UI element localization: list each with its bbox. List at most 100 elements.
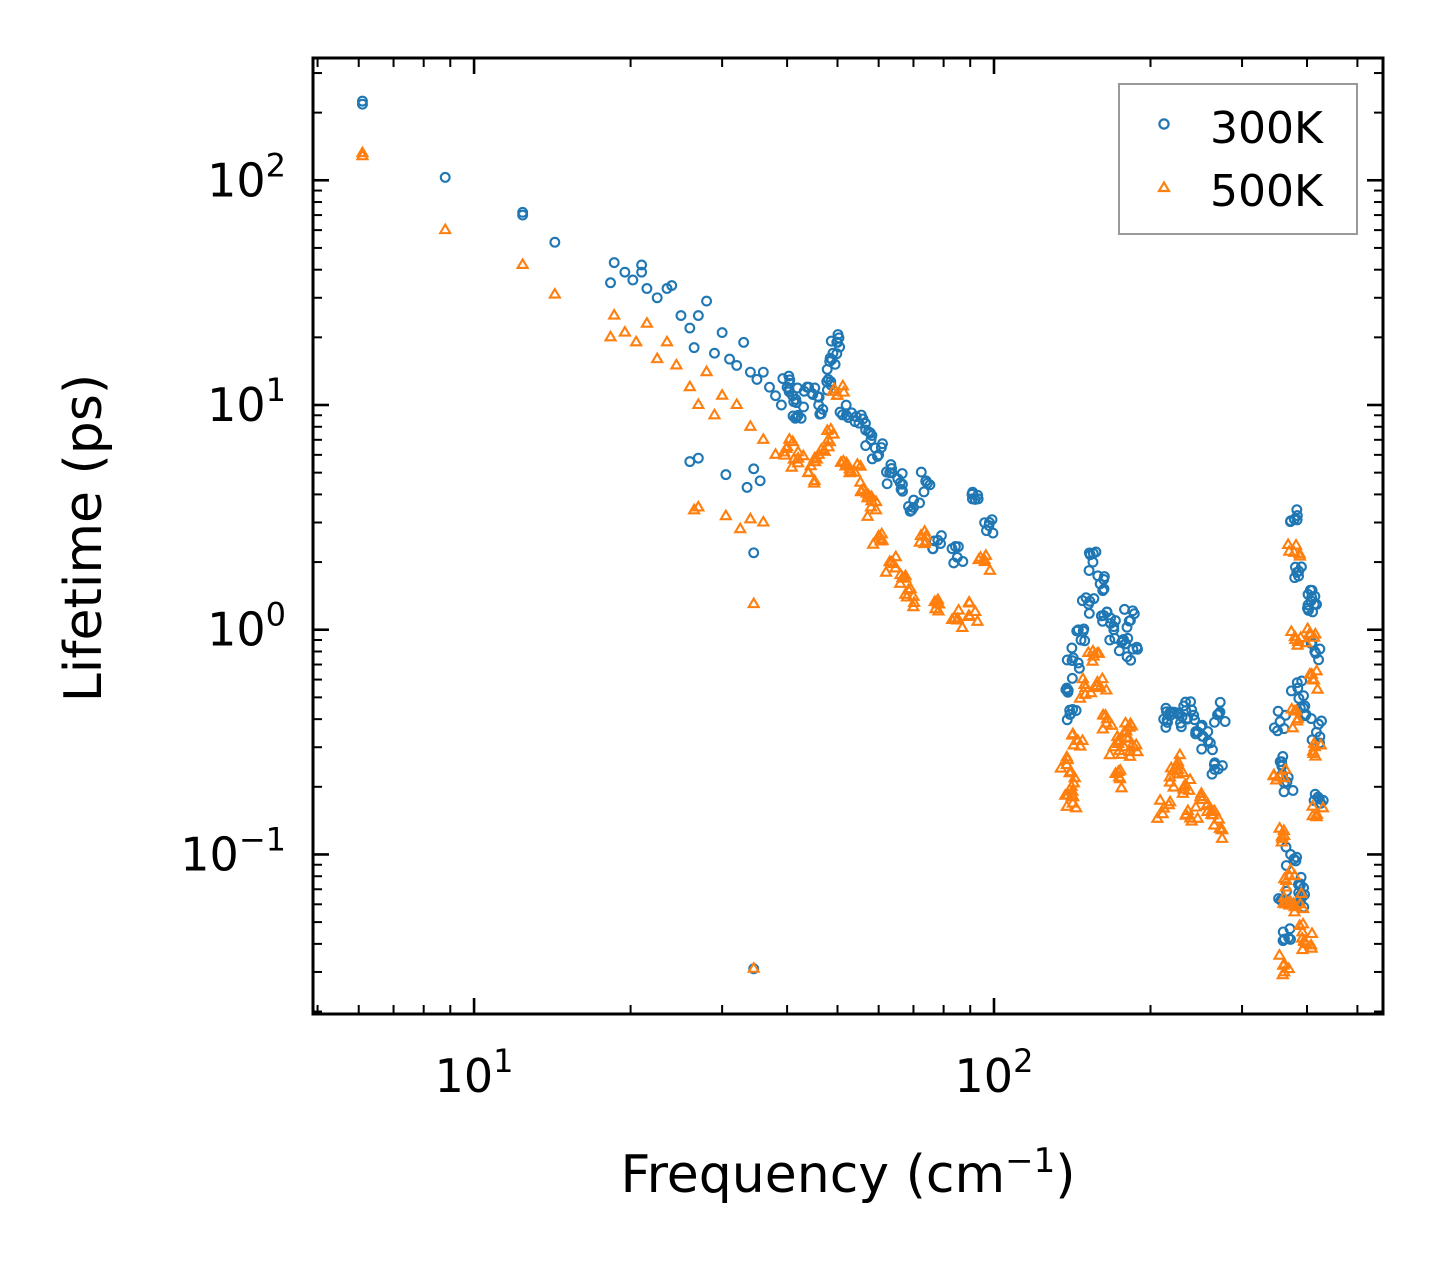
point-300k bbox=[877, 438, 888, 450]
point-300k bbox=[675, 310, 687, 322]
point-300k bbox=[813, 391, 825, 403]
y-tick-label: 101 bbox=[207, 371, 286, 432]
point-300k bbox=[849, 416, 861, 428]
point-500k bbox=[1078, 687, 1093, 699]
point-500k bbox=[853, 459, 868, 471]
point-500k bbox=[746, 596, 761, 609]
point-500k bbox=[907, 595, 921, 608]
point-500k bbox=[1266, 768, 1281, 781]
point-500k bbox=[917, 524, 932, 536]
point-500k bbox=[1307, 672, 1321, 685]
point-300k bbox=[952, 541, 964, 553]
point-500k bbox=[1123, 749, 1137, 761]
y-tick-labels: 10−1 100 101 102 bbox=[180, 146, 286, 881]
point-500k bbox=[971, 552, 986, 565]
point-500k bbox=[1316, 800, 1330, 813]
point-500k bbox=[1211, 811, 1226, 824]
point-500k bbox=[640, 316, 654, 328]
point-500k bbox=[869, 502, 883, 515]
point-500k bbox=[961, 608, 976, 621]
point-300k bbox=[627, 274, 639, 286]
point-500k bbox=[355, 145, 370, 158]
point-500k bbox=[719, 508, 733, 521]
point-500k bbox=[791, 444, 805, 457]
point-500k bbox=[827, 381, 842, 394]
point-500k bbox=[1279, 879, 1293, 892]
point-300k bbox=[886, 467, 898, 479]
point-300k bbox=[1313, 793, 1325, 805]
point-300k bbox=[1207, 744, 1218, 756]
point-300k bbox=[855, 409, 867, 421]
point-300k bbox=[1208, 716, 1220, 728]
point-300k bbox=[1076, 595, 1088, 607]
point-500k bbox=[691, 397, 706, 410]
point-500k bbox=[860, 509, 875, 521]
point-300k bbox=[791, 411, 803, 423]
point-300k bbox=[1095, 610, 1107, 622]
point-300k bbox=[1291, 851, 1303, 863]
point-300k bbox=[1313, 654, 1325, 666]
point-500k bbox=[1117, 739, 1132, 752]
point-500k bbox=[1281, 961, 1296, 974]
point-300k bbox=[1073, 662, 1085, 674]
point-300k bbox=[1285, 685, 1297, 697]
point-300k bbox=[788, 396, 800, 408]
point-500k bbox=[707, 407, 722, 420]
point-300k bbox=[1297, 702, 1309, 714]
point-300k bbox=[1066, 642, 1078, 654]
point-500k bbox=[1069, 800, 1084, 813]
point-300k bbox=[748, 463, 760, 475]
point-500k bbox=[1282, 544, 1297, 556]
point-500k bbox=[784, 460, 799, 472]
point-300k bbox=[692, 310, 704, 322]
point-500k bbox=[918, 534, 933, 546]
point-300k bbox=[798, 401, 810, 413]
point-500k bbox=[1092, 646, 1106, 658]
point-300k bbox=[517, 209, 529, 221]
point-300k bbox=[915, 466, 927, 478]
point-300k bbox=[986, 514, 998, 526]
point-300k bbox=[651, 292, 663, 304]
point-500k bbox=[1163, 775, 1177, 787]
point-500k bbox=[756, 514, 771, 527]
x-axis-label: Frequency (cm−1) bbox=[620, 1141, 1075, 1205]
point-300k bbox=[1204, 737, 1216, 749]
series-500k-points bbox=[355, 145, 1330, 980]
point-500k bbox=[1096, 707, 1110, 720]
point-500k bbox=[1114, 747, 1129, 759]
point-500k bbox=[807, 473, 822, 486]
point-300k bbox=[724, 353, 735, 365]
legend-label-500k: 500K bbox=[1210, 166, 1324, 217]
point-500k bbox=[1113, 771, 1127, 784]
point-500k bbox=[1093, 680, 1107, 693]
point-300k bbox=[1098, 571, 1110, 583]
point-300k bbox=[775, 399, 787, 411]
plot-frame bbox=[311, 56, 1385, 1016]
point-300k bbox=[1104, 634, 1116, 646]
point-300k bbox=[757, 366, 769, 378]
point-300k bbox=[701, 295, 713, 307]
legend-box bbox=[1118, 83, 1358, 235]
point-500k bbox=[821, 439, 836, 452]
point-300k bbox=[709, 347, 720, 359]
point-500k bbox=[1085, 654, 1100, 666]
point-300k bbox=[948, 557, 960, 569]
point-300k bbox=[1189, 714, 1201, 726]
point-500k bbox=[1207, 817, 1222, 830]
point-500k bbox=[1153, 793, 1167, 805]
x-tick-labels: 101 102 bbox=[435, 1042, 1034, 1103]
point-500k bbox=[955, 620, 970, 632]
point-300k bbox=[1295, 561, 1307, 573]
point-300k bbox=[1277, 751, 1289, 762]
point-500k bbox=[842, 461, 857, 474]
point-300k bbox=[1127, 605, 1139, 617]
point-500k bbox=[1064, 764, 1079, 777]
point-500k bbox=[768, 447, 783, 459]
point-300k bbox=[666, 280, 678, 292]
point-500k bbox=[618, 325, 632, 337]
point-300k bbox=[720, 469, 732, 481]
point-500k bbox=[1176, 786, 1190, 798]
point-500k bbox=[548, 287, 562, 299]
point-500k bbox=[787, 451, 801, 464]
point-500k bbox=[1287, 904, 1302, 917]
